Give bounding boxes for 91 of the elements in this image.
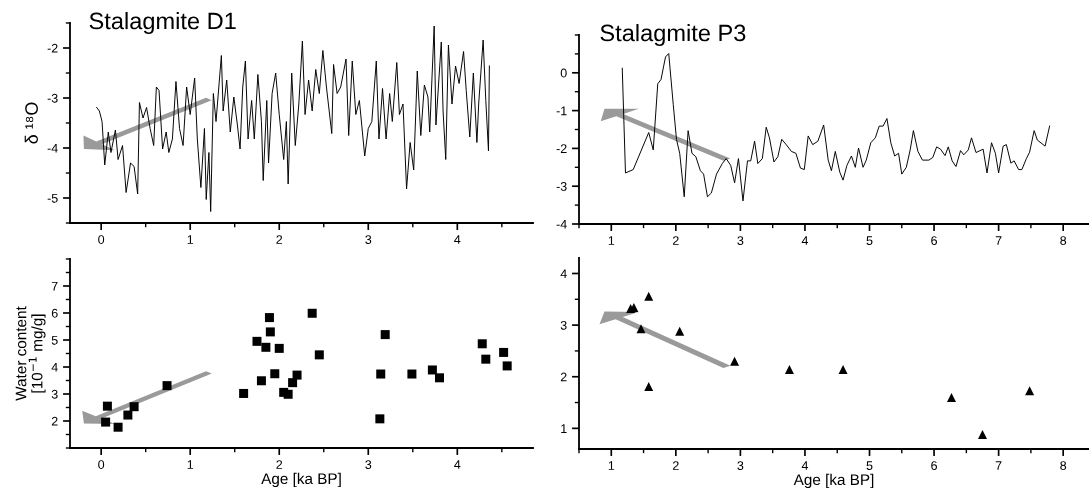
x-axis-title: Age [ka BP]: [261, 472, 341, 488]
point: [675, 326, 685, 336]
point: [252, 336, 262, 346]
point: [292, 370, 302, 380]
x-tick-label: 0: [98, 235, 105, 244]
y-tick-label: -5: [47, 193, 58, 203]
point: [946, 392, 956, 402]
x-tick-label: 4: [801, 236, 809, 245]
y-tick-label: -3: [556, 182, 567, 191]
point: [1025, 386, 1035, 396]
point: [376, 369, 386, 379]
y-tick-label: 4: [51, 362, 58, 372]
y-tick-label: 7: [51, 281, 58, 291]
x-tick-label: 7: [995, 236, 1002, 245]
point: [380, 330, 390, 340]
point: [314, 350, 324, 360]
point: [636, 324, 646, 334]
point: [784, 365, 794, 374]
x-tick-label: 3: [737, 461, 744, 470]
x-tick-label: 2: [672, 236, 679, 245]
y-tick-label: -3: [47, 93, 58, 103]
x-tick-label: 1: [187, 460, 194, 469]
point: [264, 313, 274, 323]
x-tick-label: 7: [995, 461, 1002, 470]
point: [239, 388, 249, 398]
point: [481, 354, 491, 364]
chart-title: Stalagmite P3: [600, 24, 746, 47]
point: [644, 291, 654, 301]
x-tick-label: 1: [608, 461, 615, 470]
chart-title: Stalagmite D1: [89, 12, 236, 35]
point: [113, 422, 123, 432]
point: [270, 369, 280, 379]
point: [407, 369, 417, 379]
y-tick-label: 6: [51, 308, 58, 318]
y-tick-label: 1: [561, 424, 567, 433]
y-tick-label: 4: [560, 269, 567, 279]
point: [123, 410, 133, 420]
y-tick-label: 3: [51, 389, 58, 399]
point: [977, 430, 987, 440]
x-tick-label: 5: [866, 236, 873, 245]
y-tick-label: 3: [560, 320, 567, 330]
y-tick-label: 5: [51, 335, 58, 345]
point: [101, 417, 111, 427]
x-tick-label: 2: [672, 461, 679, 470]
point: [499, 347, 509, 357]
x-tick-label: 2: [276, 460, 283, 469]
point: [283, 389, 293, 399]
y-tick-label: 2: [560, 372, 567, 382]
y-tick-label: 0: [560, 68, 567, 78]
x-tick-label: 3: [365, 235, 372, 244]
point: [644, 382, 654, 392]
x-tick-label: 1: [608, 236, 615, 245]
point: [261, 342, 271, 352]
x-tick-label: 8: [1060, 236, 1067, 245]
x-tick-label: 2: [276, 235, 283, 244]
line-series: [621, 53, 1051, 202]
point: [288, 378, 298, 388]
point: [375, 414, 385, 424]
point: [274, 343, 284, 353]
point: [307, 308, 317, 318]
x-tick-label: 4: [801, 461, 809, 470]
y-axis-title: Water content [10$^{−1}$ mg/g]: [15, 306, 46, 401]
y-tick-label: -4: [47, 143, 58, 153]
point: [477, 339, 487, 349]
x-axis-title: Age [ka BP]: [793, 473, 874, 489]
point: [129, 402, 139, 412]
x-tick-label: 4: [454, 460, 461, 469]
point: [162, 381, 172, 391]
x-tick-label: 3: [365, 460, 372, 469]
point: [838, 365, 848, 374]
point: [265, 327, 275, 337]
x-tick-label: 1: [187, 235, 194, 244]
point: [256, 376, 266, 386]
point: [435, 373, 445, 383]
x-tick-label: 0: [98, 460, 105, 469]
x-tick-label: 5: [866, 461, 873, 470]
y-tick-label: -4: [556, 219, 567, 229]
x-tick-label: 6: [931, 461, 937, 470]
x-tick-label: 3: [737, 236, 744, 245]
x-tick-label: 8: [1060, 461, 1067, 470]
point: [102, 401, 112, 411]
x-tick-label: 4: [454, 235, 461, 244]
point: [427, 365, 437, 375]
y-tick-label: 2: [51, 416, 58, 426]
point: [730, 356, 740, 366]
y-axis-title: δ ¹⁸O: [24, 102, 38, 144]
y-tick-label: -2: [47, 43, 58, 53]
y-tick-label: -2: [556, 144, 567, 153]
y-tick-label: -1: [556, 106, 567, 116]
x-tick-label: 6: [931, 236, 937, 245]
point: [502, 361, 512, 371]
